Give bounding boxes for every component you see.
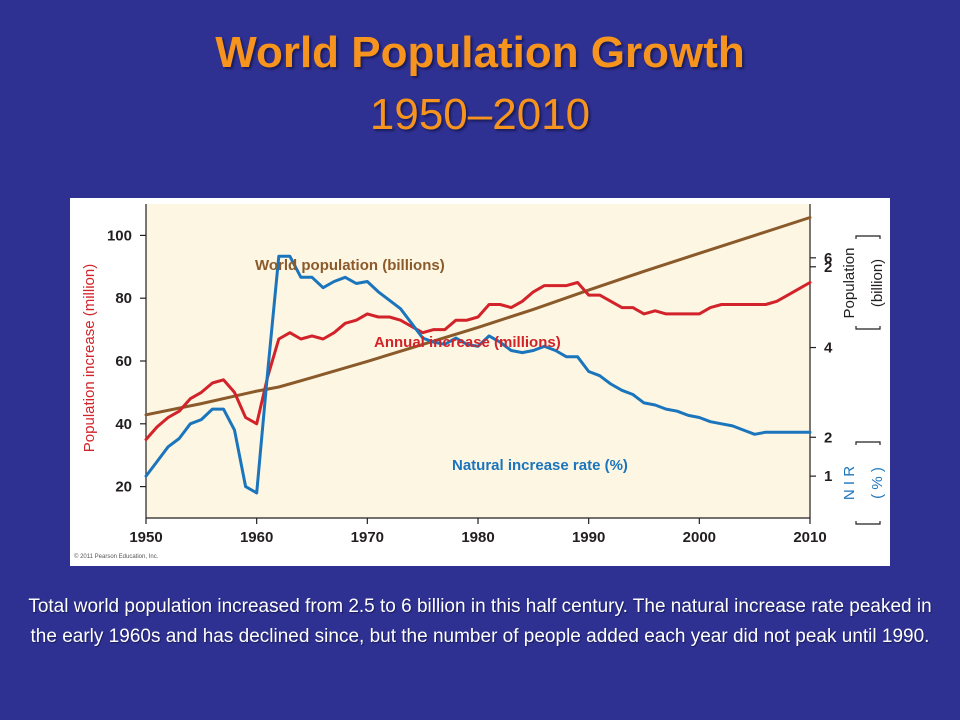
slide-subtitle: 1950–2010: [369, 90, 591, 139]
series-line-population: [144, 216, 812, 417]
slide-title: World Population Growth: [215, 28, 745, 77]
left-tick-label: 20: [115, 479, 132, 496]
left-axis-title: Population increase (million): [81, 264, 98, 452]
series-line-nir: [144, 254, 812, 495]
series-label-annual-increase: Annual increase (millions): [374, 334, 561, 351]
nir-axis-title-line1: N I R: [841, 466, 858, 500]
x-tick-label: 1990: [572, 529, 605, 546]
nir-axis-bracket: [855, 441, 881, 525]
population-axis-title-line2: (billion): [869, 259, 886, 307]
right-tick-label: 6: [824, 250, 832, 267]
series-label-nir: Natural increase rate (%): [452, 457, 628, 474]
x-tick-label: 1980: [461, 529, 494, 546]
x-tick-label: 1950: [129, 529, 162, 546]
population-growth-chart: 1950 1960 1970 1980 1990 2000 2010 20 40 60 80 100…: [70, 198, 890, 566]
population-axis-bracket: [855, 235, 881, 330]
plot-background: [146, 204, 810, 518]
left-tick-label: 40: [115, 416, 132, 433]
right-tick-label: 4: [824, 340, 833, 357]
x-tick-label: 1970: [351, 529, 384, 546]
x-tick-label: 2000: [683, 529, 716, 546]
series-line-annual-increase: [144, 281, 812, 441]
nir-axis-title-line2: ( % ): [869, 467, 886, 499]
left-axis-ticks: 20 40 60 80 100: [107, 227, 146, 496]
x-tick-label: 2010: [793, 529, 826, 546]
slide-caption: Total world population increased from 2.…: [28, 596, 932, 647]
left-tick-label: 100: [107, 227, 132, 244]
right-tick-label: 1: [824, 468, 832, 485]
right-tick-label: 2: [824, 259, 832, 276]
right-axis-ticks: 2 4 6 1 2: [810, 250, 833, 485]
copyright-text: © 2011 Pearson Education, Inc.: [74, 553, 159, 560]
series-label-population: World population (billions): [255, 257, 445, 274]
left-tick-label: 60: [115, 353, 132, 370]
x-tick-label: 1960: [240, 529, 273, 546]
population-axis-title-line1: Population: [841, 248, 858, 319]
series-lines: [144, 216, 812, 495]
left-tick-label: 80: [115, 290, 132, 307]
x-axis-ticks: 1950 1960 1970 1980 1990 2000 2010: [129, 518, 827, 546]
right-tick-label: 2: [824, 429, 832, 446]
